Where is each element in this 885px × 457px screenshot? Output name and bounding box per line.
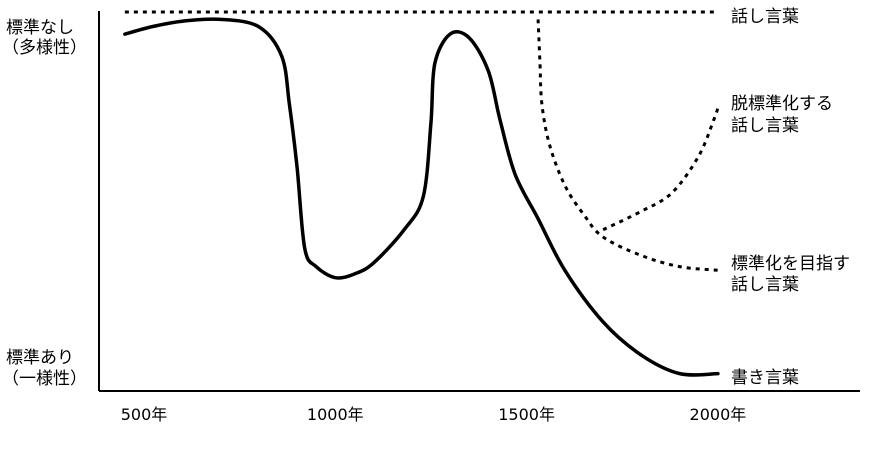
series-2-label-line2: 話し言葉 [731,116,799,136]
series-1-label-line1: 書き言葉 [731,368,799,388]
x-tick-label-500: 500年 [121,405,168,424]
series-1-line [123,17,720,377]
x-tick-label-1000: 1000年 [307,405,364,424]
series-0-label-line1: 話し言葉 [731,7,799,27]
series-group [123,10,720,377]
y-top-label-line1: 標準なし [6,18,74,38]
x-tick-label-2000: 2000年 [690,405,747,424]
y-bottom-label-line2: （一様性） [2,369,87,389]
series-3-label-line2: 話し言葉 [731,275,799,295]
x-tick-label-1500: 1500年 [498,405,555,424]
y-bottom-label-line1: 標準あり [6,348,74,368]
y-top-label-line2: （多様性） [2,38,87,58]
series-3-label-line1: 標準化を目指す [731,254,850,274]
series-3-line [536,19,719,272]
series-2-line [602,107,720,232]
x-tick-labels: 500年 1000年 1500年 2000年 [121,405,747,424]
series-2-label-line1: 脱標準化する [731,94,833,114]
